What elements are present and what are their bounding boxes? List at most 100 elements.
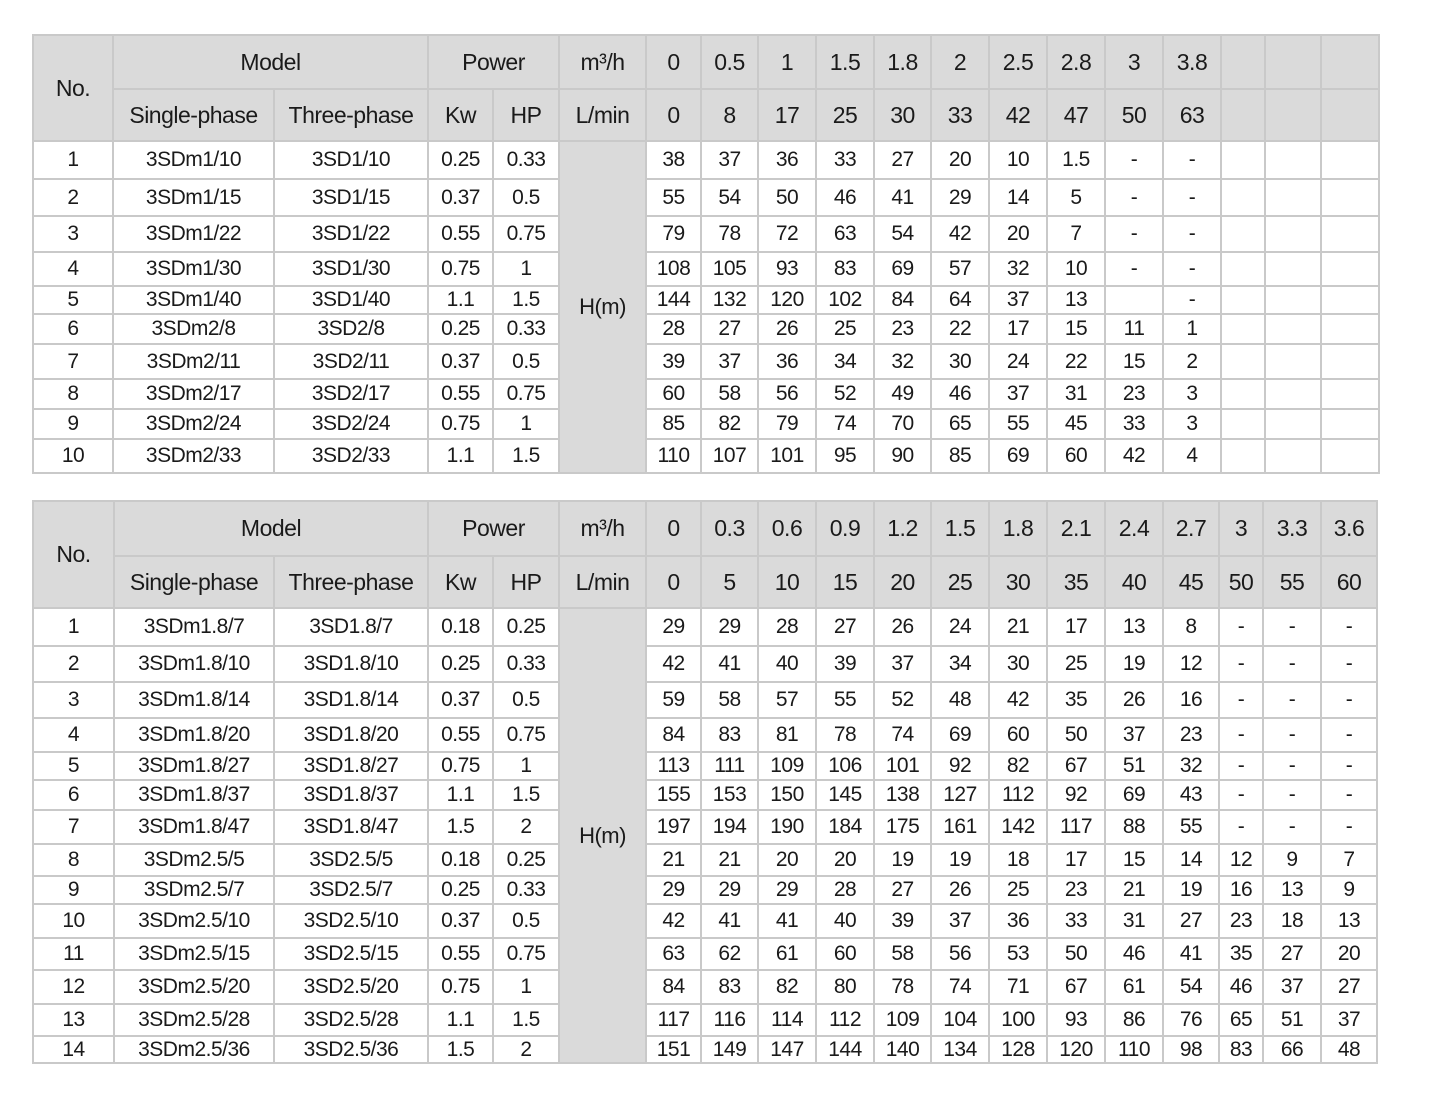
head-value: -: [1320, 751, 1379, 781]
head-value: 32: [1162, 751, 1221, 781]
header-flow-m3h: 0: [645, 34, 703, 90]
head-value: 117: [1046, 809, 1107, 845]
header-flow-m3h: 0.6: [757, 500, 818, 557]
head-value: 92: [930, 751, 991, 781]
head-value: 58: [700, 681, 760, 719]
head-value: 31: [1046, 378, 1107, 410]
head-value: 39: [815, 645, 876, 683]
head-value: 10: [988, 140, 1049, 180]
head-value: 111: [700, 751, 760, 781]
head-value: [1320, 285, 1381, 315]
head-value: 29: [930, 178, 991, 217]
row-no: 6: [32, 779, 115, 811]
power-hp: 1.5: [491, 779, 561, 811]
head-value: 64: [930, 285, 991, 315]
head-value: 155: [645, 779, 703, 811]
header-flow-m3h: 3.6: [1320, 500, 1379, 557]
head-value: 25: [815, 313, 876, 345]
row-no: 6: [32, 313, 114, 345]
power-kw: 0.75: [427, 751, 494, 781]
header-flow-lmin: 5: [700, 555, 760, 609]
head-value: [1220, 438, 1267, 474]
header-flow-m3h-unit: m³/h: [558, 34, 648, 90]
head-value: 65: [930, 408, 991, 440]
single-phase-model: 3SDm1/15: [112, 178, 275, 217]
power-kw: 1.1: [427, 438, 494, 474]
power-hp: 0.75: [491, 937, 561, 971]
head-value: 59: [645, 681, 703, 719]
head-value: [1220, 408, 1267, 440]
head-value: 16: [1218, 875, 1265, 905]
head-value: 45: [1046, 408, 1107, 440]
head-value: 19: [1104, 645, 1165, 683]
head-value: 161: [930, 809, 991, 845]
head-value: 42: [988, 681, 1049, 719]
power-kw: 0.25: [427, 645, 494, 683]
three-phase-model: 3SD1.8/14: [273, 681, 429, 719]
head-value: 24: [930, 607, 991, 647]
head-value: [1220, 178, 1267, 217]
head-value: 12: [1162, 645, 1221, 683]
head-value: -: [1218, 607, 1265, 647]
head-value: 27: [1262, 937, 1323, 971]
head-value: 101: [873, 751, 933, 781]
power-kw: 0.55: [427, 215, 494, 253]
row-no: 4: [32, 251, 114, 287]
head-value: 63: [645, 937, 703, 971]
header-flow-m3h: 3: [1104, 34, 1165, 90]
header-flow-m3h: 3.3: [1262, 500, 1323, 557]
head-value: 110: [1104, 1035, 1165, 1064]
power-kw: 1.1: [427, 779, 494, 811]
head-value: 84: [873, 285, 933, 315]
head-value: -: [1262, 681, 1323, 719]
head-value: -: [1218, 809, 1265, 845]
head-value: -: [1218, 717, 1265, 753]
head-value: [1320, 215, 1381, 253]
header-flow-lmin-unit: L/min: [558, 88, 648, 142]
head-value: 82: [988, 751, 1049, 781]
head-value: 70: [873, 408, 933, 440]
row-no: 10: [32, 903, 115, 939]
header-row: No. Model Power m³/h 0 0.5 1 1.5 1.8 2 2.5 2.8 3 3.8: [32, 34, 1381, 142]
header-power: Power: [426, 500, 561, 557]
head-value: 29: [645, 607, 703, 647]
header-flow-lmin: 55: [1262, 555, 1323, 609]
header-flow-m3h: 2: [930, 34, 991, 90]
head-value: 60: [988, 717, 1049, 753]
head-value: [1320, 178, 1381, 217]
three-phase-model: 3SD1/10: [273, 140, 429, 180]
head-value: 36: [757, 140, 818, 180]
single-phase-model: 3SDm2/24: [112, 408, 275, 440]
head-value: 108: [645, 251, 703, 287]
head-value: 120: [1046, 1035, 1107, 1064]
three-phase-model: 3SD2.5/15: [273, 937, 429, 971]
power-kw: 0.75: [427, 408, 494, 440]
head-value: [1320, 408, 1381, 440]
header-flow-lmin: 50: [1218, 555, 1265, 609]
head-value: [1264, 313, 1323, 345]
single-phase-model: 3SDm1.8/20: [113, 717, 275, 753]
head-value: 74: [873, 717, 933, 753]
head-value: 46: [1104, 937, 1165, 971]
header-flow-m3h: 1.8: [988, 500, 1049, 557]
head-value: -: [1262, 607, 1323, 647]
head-value: 30: [930, 343, 991, 380]
table-row: 6 3SDm2/8 3SD2/8 0.25 0.33 28 27 26 25 23 22 17 15 11…: [32, 313, 1381, 345]
head-value: [1264, 408, 1323, 440]
head-value: 144: [815, 1035, 876, 1064]
head-value: 41: [1162, 937, 1221, 971]
header-flow-m3h: [1220, 34, 1267, 90]
head-value: 35: [1046, 681, 1107, 719]
power-hp: 2: [491, 1035, 561, 1064]
three-phase-model: 3SD2.5/7: [273, 875, 429, 905]
single-phase-model: 3SDm2.5/20: [113, 969, 275, 1005]
power-kw: 0.18: [427, 607, 494, 647]
head-value: 85: [930, 438, 991, 474]
head-value: 109: [873, 1003, 933, 1037]
header-flow-lmin: [1320, 88, 1381, 142]
header-flow-m3h-unit: m³/h: [558, 500, 648, 557]
head-value: 21: [645, 843, 703, 877]
table-row: 5 3SDm1/40 3SD1/40 1.1 1.5 144 132 120 102 84 64 37…: [32, 285, 1381, 315]
head-value: 8: [1162, 607, 1221, 647]
table-row: 12 3SDm2.5/20 3SD2.5/20 0.75 1 84 83 82 80 78 74 71…: [32, 969, 1379, 1005]
